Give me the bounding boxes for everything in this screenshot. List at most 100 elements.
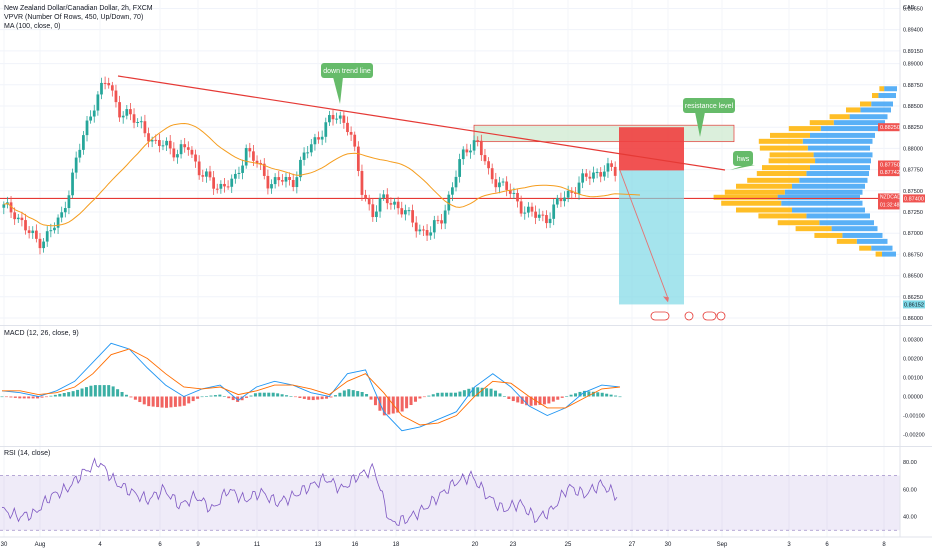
candle-body: [186, 147, 190, 150]
time-axis-tick: Aug: [35, 542, 46, 548]
ma-legend[interactable]: MA (100, close, 0): [4, 23, 61, 30]
down-trend-callout-label: down trend line: [323, 68, 371, 75]
candle-body: [483, 155, 487, 162]
time-axis-tick: 11: [254, 542, 261, 548]
time-axis-tick: 6: [158, 542, 162, 548]
macd-histogram-bar: [71, 391, 75, 397]
macd-histogram-bar: [445, 392, 449, 397]
candle-body: [476, 140, 480, 142]
candle-body: [320, 136, 324, 140]
macd-histogram-bar: [529, 396, 533, 406]
volume-profile-bar: [713, 194, 778, 200]
volume-profile-bar: [871, 245, 893, 251]
macd-histogram-bar: [538, 396, 542, 405]
rsi-legend[interactable]: RSI (14, close): [4, 450, 51, 457]
pane-separator[interactable]: [0, 446, 932, 447]
candle-body: [168, 140, 172, 149]
candle-body: [393, 201, 396, 205]
candle-body: [230, 178, 234, 187]
candle-body: [411, 210, 414, 223]
price-axis-tick: 0.88750: [903, 83, 923, 89]
moving-average-line: [3, 122, 641, 227]
macd-histogram-bar: [511, 396, 515, 402]
time-axis-tick: 3: [787, 542, 791, 548]
hws-callout-tail: [730, 165, 755, 170]
candle-body: [403, 210, 407, 215]
macd-histogram-bar: [213, 395, 217, 397]
candle-body: [255, 160, 259, 163]
volume-profile-bar: [871, 101, 893, 107]
candle-body: [34, 230, 38, 239]
macd-histogram-bar: [400, 396, 404, 412]
candle-body: [382, 194, 386, 198]
candle-body: [212, 177, 216, 189]
candle-body: [205, 171, 208, 177]
macd-histogram-bar: [298, 396, 302, 398]
rsi-axis-tick: 80.00: [903, 460, 917, 466]
macd-histogram-bar: [231, 396, 235, 401]
macd-histogram-bar: [191, 396, 195, 402]
target-price-bg: [903, 300, 925, 309]
event-marker: [716, 311, 726, 321]
candle-body: [498, 182, 501, 188]
time-axis-tick: 16: [352, 542, 359, 548]
macd-histogram-bar: [516, 396, 520, 403]
macd-histogram-bar: [262, 392, 266, 397]
candle-body: [595, 172, 599, 174]
candle-body: [606, 163, 610, 172]
volume-profile-bar: [859, 245, 872, 251]
candle-body: [555, 198, 559, 205]
candle-body: [552, 204, 556, 219]
price-axis-tick: 0.89000: [903, 62, 923, 68]
candle-body: [371, 204, 375, 218]
macd-axis-tick: -0.00200: [903, 433, 925, 439]
macd-histogram-bar: [133, 396, 137, 400]
macd-histogram-bar: [453, 392, 457, 397]
candle-body: [385, 194, 389, 204]
down-trend-line: [117, 75, 726, 171]
macd-histogram-bar: [93, 385, 97, 397]
volume-profile-bar: [758, 213, 807, 219]
macd-histogram-bar: [351, 390, 355, 397]
candle-body: [215, 188, 219, 190]
macd-histogram-bar: [44, 396, 48, 398]
candle-body: [523, 212, 527, 214]
candle-body: [92, 110, 96, 117]
resistance-callout-label: resistance level: [685, 103, 734, 110]
volume-profile-bar: [758, 138, 803, 144]
volume-profile-bar: [872, 93, 879, 99]
candle-body: [262, 163, 266, 176]
macd-histogram-bar: [498, 393, 502, 397]
volume-profile-bar: [762, 165, 810, 171]
candle-body: [157, 140, 161, 146]
candle-body: [74, 157, 78, 173]
candle-body: [118, 102, 121, 118]
vpvr-legend[interactable]: VPVR (Number Of Rows, 450, Up/Down, 70): [4, 14, 144, 21]
macd-histogram-bar: [84, 387, 88, 397]
macd-histogram-bar: [147, 396, 151, 407]
macd-histogram-bar: [27, 396, 31, 399]
macd-histogram-bar: [227, 396, 231, 399]
candle-body: [396, 201, 400, 209]
candle-body: [63, 208, 67, 213]
current-price-bg: [903, 194, 925, 203]
macd-legend[interactable]: MACD (12, 26, close, 9): [4, 330, 79, 337]
candle-body: [400, 208, 404, 215]
candle-body: [194, 154, 197, 162]
macd-histogram-bar: [80, 388, 84, 397]
resistance-price-tag: 0.88250: [880, 125, 900, 131]
candle-body: [190, 149, 194, 155]
symbol-tag: NZDCAD: [880, 194, 901, 200]
candle-body: [375, 211, 378, 218]
candle-body: [516, 192, 519, 202]
macd-histogram-bar: [218, 394, 222, 397]
candle-body: [172, 148, 176, 158]
volume-profile-bar: [833, 120, 885, 126]
macd-histogram-bar: [458, 391, 462, 397]
macd-histogram-bar: [600, 392, 604, 397]
candle-body: [110, 85, 114, 91]
pane-separator[interactable]: [0, 325, 932, 326]
volume-profile-bar: [802, 138, 873, 144]
